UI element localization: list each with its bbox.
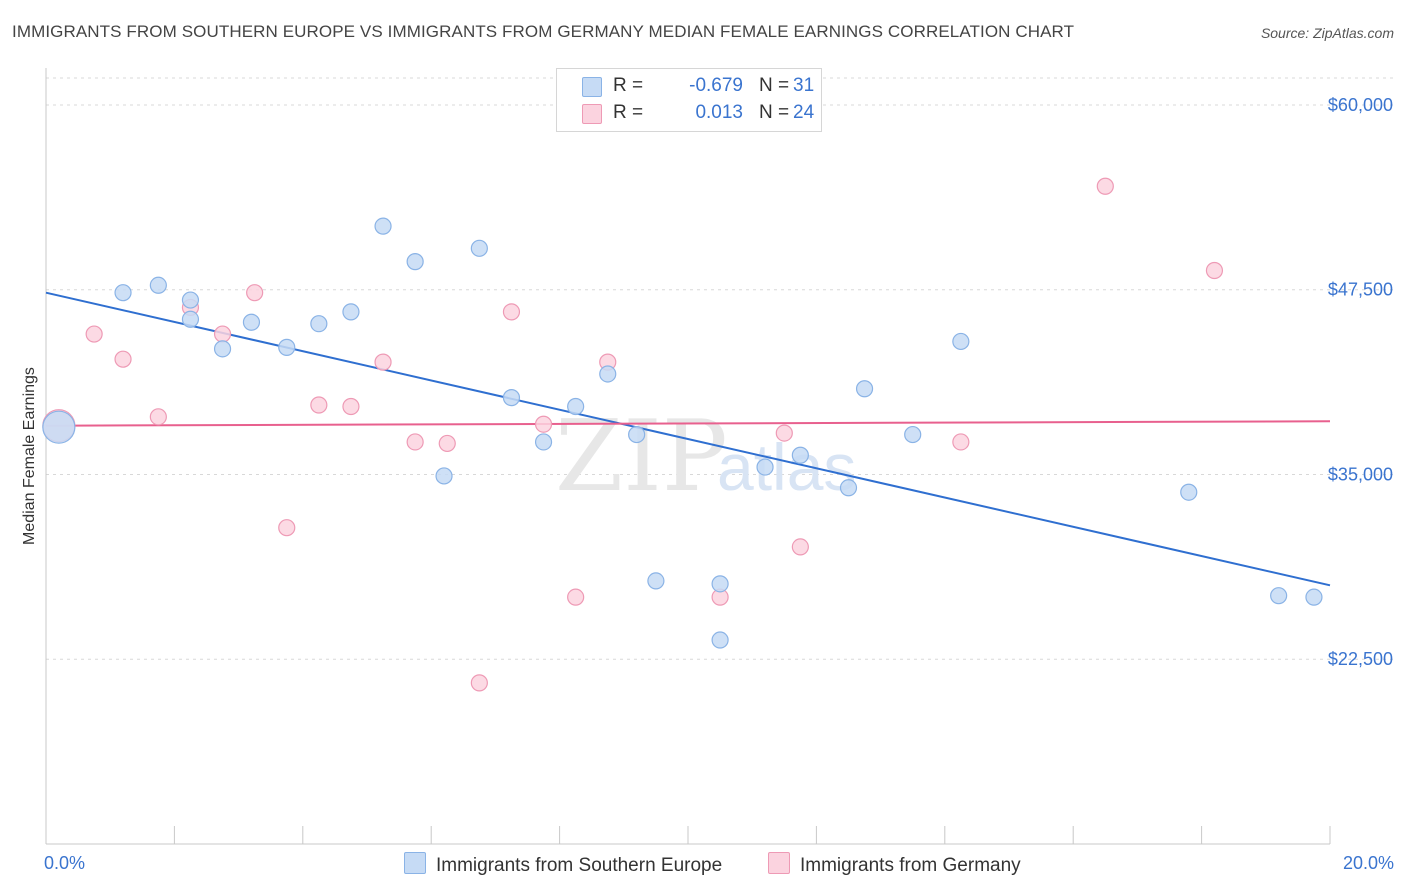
data-points <box>42 177 1323 692</box>
x-tick-label-min: 0.0% <box>44 853 86 873</box>
data-point <box>534 415 553 433</box>
data-point <box>567 588 585 606</box>
data-point <box>42 410 76 444</box>
y-tick-label: $47,500 <box>1328 280 1393 300</box>
chart-title: IMMIGRANTS FROM SOUTHERN EUROPE VS IMMIG… <box>12 22 1075 41</box>
data-point <box>839 479 858 497</box>
trend-line <box>45 291 1331 587</box>
data-point <box>470 674 488 692</box>
data-point <box>278 338 296 356</box>
y-tick-label: $35,000 <box>1328 464 1393 484</box>
data-point <box>855 380 874 398</box>
axes <box>45 68 1331 845</box>
watermark-zip: ZIP <box>555 400 728 514</box>
data-point <box>1180 483 1198 501</box>
data-point <box>1305 588 1323 606</box>
data-point <box>181 291 200 309</box>
legend-label-southern-europe: Immigrants from Southern Europe <box>436 855 723 876</box>
data-point <box>114 284 132 302</box>
r-label: R = <box>613 102 644 123</box>
data-point <box>952 433 970 451</box>
trend-line <box>45 420 1331 427</box>
legend-item-germany: Immigrants from Germany <box>768 852 1021 877</box>
data-point <box>775 424 793 442</box>
data-point <box>502 389 521 407</box>
y-tick-labels: $22,500 $35,000 $47,500 $60,000 <box>1328 95 1393 669</box>
source-note: Source: ZipAtlas.com <box>1260 25 1394 41</box>
data-point <box>310 396 328 414</box>
x-tick-label-max: 20.0% <box>1342 853 1394 873</box>
data-point <box>374 217 392 235</box>
data-point <box>534 433 553 451</box>
data-point <box>952 332 970 351</box>
data-point <box>791 446 809 464</box>
data-point <box>278 519 296 537</box>
data-point <box>567 397 585 416</box>
data-point <box>502 303 521 321</box>
legend-swatch-southern-europe <box>582 77 602 97</box>
data-point <box>342 303 360 321</box>
data-point <box>374 353 392 371</box>
n-label: N = <box>759 102 790 123</box>
legend-swatch-southern-europe <box>404 852 426 874</box>
data-point <box>435 467 453 485</box>
data-point <box>213 340 232 358</box>
data-point <box>342 397 360 416</box>
grid-lines <box>46 77 1394 660</box>
legend-swatch-germany <box>582 104 602 124</box>
r-value: -0.679 <box>689 75 743 96</box>
legend-item-southern-europe: Immigrants from Southern Europe <box>404 852 722 877</box>
n-label: N = <box>759 75 790 96</box>
data-point <box>246 284 264 302</box>
data-point <box>1205 261 1224 280</box>
y-tick-label: $22,500 <box>1328 649 1393 669</box>
r-value: 0.013 <box>695 102 743 123</box>
legend-swatch-germany <box>768 852 790 874</box>
data-point <box>599 365 617 383</box>
data-point <box>647 572 665 590</box>
data-point <box>1096 177 1114 195</box>
r-label: R = <box>613 75 644 96</box>
y-axis-label: Median Female Earnings <box>21 367 38 545</box>
legend-label-germany: Immigrants from Germany <box>800 855 1021 876</box>
data-point <box>711 631 729 649</box>
data-point <box>85 325 103 343</box>
data-point <box>756 458 774 476</box>
data-point <box>149 408 167 426</box>
data-point <box>628 425 646 444</box>
data-point <box>149 276 167 294</box>
data-point <box>711 575 729 593</box>
data-point <box>242 313 261 331</box>
correlation-legend: R = -0.679 N = 31 R = 0.013 N = 24 <box>556 68 822 132</box>
data-point <box>791 538 809 556</box>
data-point <box>310 315 328 333</box>
data-point <box>904 425 922 444</box>
data-point <box>213 325 232 343</box>
data-point <box>114 350 132 368</box>
watermark: ZIP atlas <box>555 400 856 514</box>
y-tick-label: $60,000 <box>1328 95 1393 115</box>
data-point <box>181 310 200 328</box>
watermark-atlas: atlas <box>717 430 856 504</box>
data-point <box>406 433 424 451</box>
n-value: 31 <box>793 75 815 96</box>
data-point <box>406 253 424 271</box>
n-value: 24 <box>793 102 815 123</box>
trend-lines <box>45 291 1331 587</box>
data-point <box>470 239 488 257</box>
data-point <box>438 434 456 453</box>
data-point <box>1270 587 1288 605</box>
